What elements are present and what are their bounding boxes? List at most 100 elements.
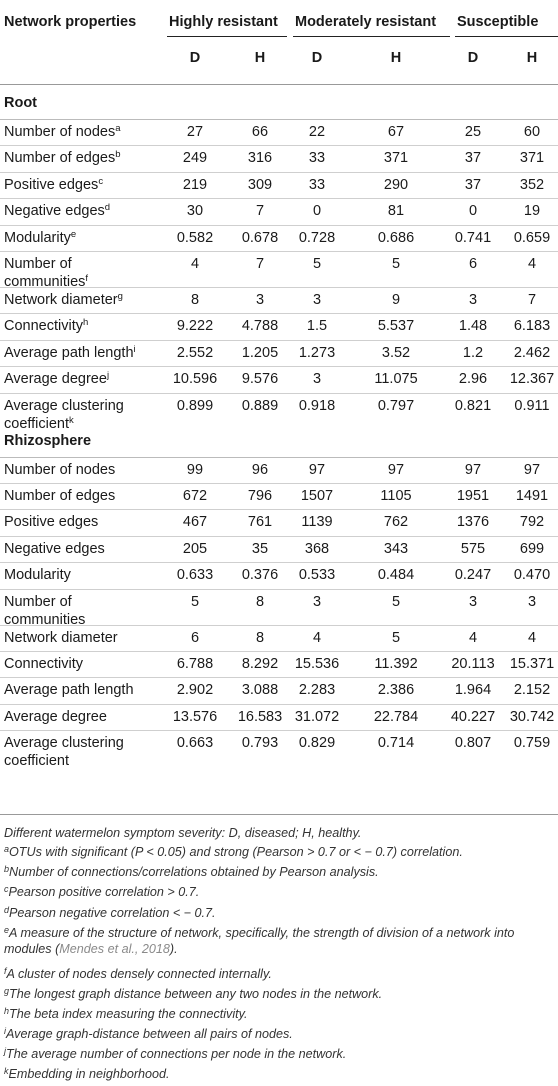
- cell-hr-d: 6: [190, 629, 200, 646]
- cell-su-d: 0.247: [454, 567, 492, 584]
- cell-mr-d: 0.918: [298, 397, 336, 414]
- cell-hr-h: 7: [255, 203, 265, 220]
- cell-su-h: 30.742: [509, 708, 555, 725]
- cell-su-d: 37: [464, 176, 482, 193]
- row-label-text: Average path length: [4, 682, 134, 699]
- cell-su-h: 19: [523, 203, 541, 220]
- cell-hr-d: 672: [182, 488, 208, 504]
- row-divider: [0, 171, 558, 173]
- row-divider: [0, 509, 558, 511]
- cell-su-h: 0.759: [513, 735, 551, 752]
- footnote-marker: h: [82, 317, 89, 329]
- cell-su-d: 2.96: [458, 371, 488, 388]
- row-label: Number of nodes: [4, 461, 115, 479]
- cell-hr-h: 16.583: [237, 708, 283, 725]
- row-divider: [0, 287, 558, 288]
- row-divider: [0, 392, 558, 394]
- row-label-text: Number of edges: [4, 150, 116, 167]
- cell-su-h: 0.470: [513, 567, 551, 584]
- row-divider: [0, 730, 558, 732]
- cell-mr-h: 5: [391, 629, 401, 646]
- cell-hr-d: 2.902: [176, 682, 214, 699]
- row-label-text: Average clustering: [4, 735, 124, 752]
- row-label: Number of communities: [4, 593, 85, 629]
- row-label: Average path length: [4, 681, 134, 699]
- cell-hr-h: 1.205: [241, 344, 279, 361]
- row-label-text-line2: coefficient: [4, 415, 70, 432]
- footnote-marker: e: [70, 228, 77, 240]
- cell-mr-d: 2.283: [298, 682, 336, 699]
- cell-hr-d: 0.663: [176, 735, 214, 752]
- row-label-text: Network diameter: [4, 629, 118, 646]
- cell-mr-h: 5: [391, 256, 401, 272]
- citation-link[interactable]: Mendes et al., 2018: [59, 942, 170, 956]
- cell-mr-h: 343: [383, 540, 409, 557]
- footnote-intro: Different watermelon symptom severity: D…: [4, 826, 362, 840]
- cell-hr-d: 249: [182, 150, 208, 167]
- subcol-hr-d: D: [189, 50, 201, 66]
- cell-hr-d: 9.222: [176, 318, 214, 335]
- cell-su-d: 0.821: [454, 397, 492, 414]
- cell-su-d: 25: [464, 124, 482, 140]
- cell-hr-h: 761: [247, 514, 273, 531]
- cell-hr-h: 3: [255, 292, 265, 308]
- row-label-text: Modularity: [4, 229, 71, 246]
- cell-mr-h: 22.784: [373, 708, 419, 725]
- cell-mr-d: 33: [308, 150, 326, 167]
- cell-hr-h: 9.576: [241, 371, 279, 388]
- cell-mr-d: 368: [304, 540, 330, 557]
- row-label-text: Negative edges: [4, 203, 105, 220]
- cell-hr-h: 0.376: [241, 567, 279, 584]
- row-divider: [0, 483, 558, 484]
- row-label: Number of edgesb: [4, 149, 121, 167]
- row-label-text: Average degree: [4, 371, 107, 388]
- header-network-properties: Network properties: [4, 14, 137, 30]
- footnote-g: gThe longest graph distance between any …: [4, 986, 383, 1002]
- row-label-text: Positive edges: [4, 514, 99, 531]
- section-title: Root: [4, 95, 38, 111]
- cell-mr-d: 1.273: [298, 344, 336, 361]
- cell-mr-d: 0: [312, 203, 322, 220]
- footnote-j: jThe average number of connections per n…: [4, 1046, 347, 1062]
- footnote-marker: b: [115, 149, 121, 161]
- header-group-susceptible: Susceptible: [457, 14, 539, 30]
- row-label-text: Average path length: [4, 344, 134, 361]
- cell-mr-d: 3: [312, 593, 322, 610]
- row-label: Network diameter: [4, 629, 118, 647]
- cell-su-h: 371: [519, 150, 545, 167]
- cell-mr-h: 5: [391, 593, 401, 610]
- group-rule-moderately: [293, 36, 450, 37]
- row-label: Average clustering coefficient: [4, 734, 124, 770]
- cell-hr-h: 0.889: [241, 397, 279, 414]
- cell-mr-h: 81: [387, 203, 405, 220]
- cell-mr-d: 1507: [300, 488, 334, 504]
- cell-hr-d: 0.899: [176, 397, 214, 414]
- row-divider: [0, 535, 558, 537]
- cell-mr-d: 0.533: [298, 567, 336, 584]
- footnote-marker: i: [133, 343, 136, 355]
- header-group-highly-resistant: Highly resistant: [169, 14, 278, 30]
- row-label: Negative edgesd: [4, 202, 110, 220]
- cell-su-h: 60: [523, 124, 541, 140]
- cell-su-h: 699: [519, 540, 545, 557]
- group-rule-highly: [167, 36, 287, 37]
- footnote-e: eA measure of the structure of network, …: [4, 925, 515, 957]
- cell-su-h: 2.462: [513, 344, 551, 361]
- cell-hr-d: 205: [182, 540, 208, 557]
- cell-hr-h: 4.788: [241, 318, 279, 335]
- row-divider: [0, 224, 558, 226]
- cell-mr-h: 97: [387, 461, 405, 478]
- subcol-mr-h: H: [390, 50, 402, 66]
- header-group-moderately-resistant: Moderately resistant: [295, 14, 437, 30]
- cell-mr-h: 0.714: [377, 735, 415, 752]
- row-label: Connectivityh: [4, 317, 88, 335]
- cell-hr-d: 6.788: [176, 656, 214, 672]
- cell-mr-h: 0.797: [377, 397, 415, 414]
- cell-hr-h: 8.292: [241, 656, 279, 672]
- cell-mr-h: 0.484: [377, 567, 415, 584]
- cell-su-h: 7: [527, 292, 537, 308]
- row-label-text: Number of nodes: [4, 461, 116, 478]
- row-divider: [0, 588, 558, 590]
- row-divider: [0, 703, 558, 705]
